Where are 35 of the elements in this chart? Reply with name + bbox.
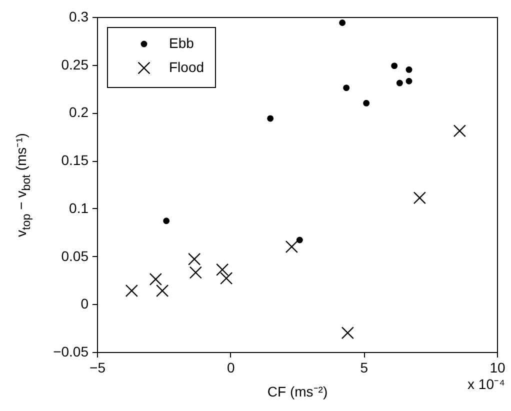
y-tick-label: 0.2: [69, 104, 89, 120]
text: x 10⁻⁴: [468, 375, 505, 393]
point: [406, 78, 412, 84]
y-tick-label: 0.1: [69, 200, 89, 216]
x-tick-label: −5: [90, 360, 106, 376]
x-tick-label: 10: [490, 360, 506, 376]
y-tick-label: 0: [80, 296, 89, 312]
point: [413, 192, 426, 204]
point: [149, 272, 162, 286]
point: [343, 84, 350, 92]
point: [363, 100, 370, 106]
point: [406, 66, 412, 73]
point: [339, 20, 346, 26]
point: [396, 80, 403, 86]
x-tick-label: 0: [226, 360, 235, 376]
x-axis-title: CF (ms⁻²): [267, 384, 328, 400]
legend-label: Flood: [169, 59, 204, 75]
point: [296, 236, 303, 244]
y-tick-label: 0.25: [61, 56, 89, 72]
point: [163, 218, 170, 224]
y-tick-label: 0.05: [61, 248, 89, 264]
point: [267, 115, 274, 122]
point: [391, 62, 398, 70]
point: [220, 272, 233, 285]
y-tick-label: −0.05: [53, 344, 89, 360]
point: [341, 326, 354, 340]
y-tick-label: 0.15: [61, 152, 89, 168]
point: [216, 263, 229, 276]
point: [125, 284, 138, 298]
point: [156, 284, 169, 298]
legend-label: Ebb: [169, 35, 194, 51]
y-tick-label: 0.3: [69, 8, 89, 24]
point: [453, 124, 466, 138]
point: [285, 240, 298, 254]
x-tick-label: 5: [360, 360, 368, 376]
